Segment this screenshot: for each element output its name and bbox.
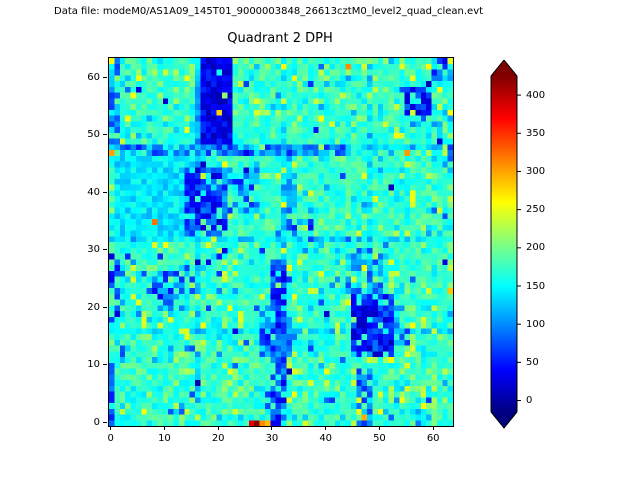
y-tick-label: 10 (87, 359, 100, 371)
datafile-label: Data file: modeM0/AS1A09_145T01_90000038… (54, 6, 484, 17)
plot-title: Quadrant 2 DPH (227, 31, 333, 46)
y-tick-mark (103, 134, 107, 136)
colorbar (490, 59, 560, 430)
y-tick-mark (103, 249, 107, 251)
colorbar-tick-label: 150 (526, 280, 546, 292)
y-tick-label: 60 (87, 71, 100, 83)
colorbar-tick-label: 200 (526, 242, 546, 254)
x-tick-label: 40 (319, 433, 333, 444)
x-tick-mark (378, 426, 380, 430)
y-tick-label: 30 (87, 244, 100, 256)
y-tick-label: 40 (87, 186, 100, 198)
x-tick-mark (163, 426, 165, 430)
x-tick-label: 60 (426, 433, 440, 444)
y-tick-label: 0 (93, 416, 100, 428)
colorbar-tick-label: 50 (526, 356, 539, 368)
x-tick-mark (271, 426, 273, 430)
x-tick-mark (432, 426, 434, 430)
y-tick-mark (103, 421, 107, 423)
y-tick-label: 20 (87, 301, 100, 313)
x-tick-label: 30 (265, 433, 279, 444)
heatmap-canvas (109, 58, 453, 426)
colorbar-shape (490, 59, 518, 429)
y-tick-mark (103, 306, 107, 308)
colorbar-tick-label: 250 (526, 204, 546, 216)
y-tick-mark (103, 76, 107, 78)
colorbar-tick-label: 0 (526, 395, 533, 407)
x-tick-mark (217, 426, 219, 430)
y-tick-label: 50 (87, 129, 100, 141)
x-tick-label: 0 (107, 433, 114, 444)
x-tick-label: 10 (158, 433, 171, 444)
x-tick-label: 20 (211, 433, 225, 444)
colorbar-gradient (490, 59, 521, 429)
colorbar-tick-label: 400 (526, 89, 546, 101)
y-tick-mark (103, 191, 107, 193)
colorbar-tick-label: 100 (526, 318, 546, 330)
colorbar-ticks (517, 94, 521, 402)
x-tick-label: 50 (373, 433, 386, 444)
axes-frame (108, 57, 454, 427)
colorbar-tick-label: 300 (526, 165, 546, 177)
y-tick-mark (103, 364, 107, 366)
colorbar-tick-label: 350 (526, 127, 546, 139)
x-tick-mark (325, 426, 327, 430)
x-tick-mark (110, 426, 112, 430)
